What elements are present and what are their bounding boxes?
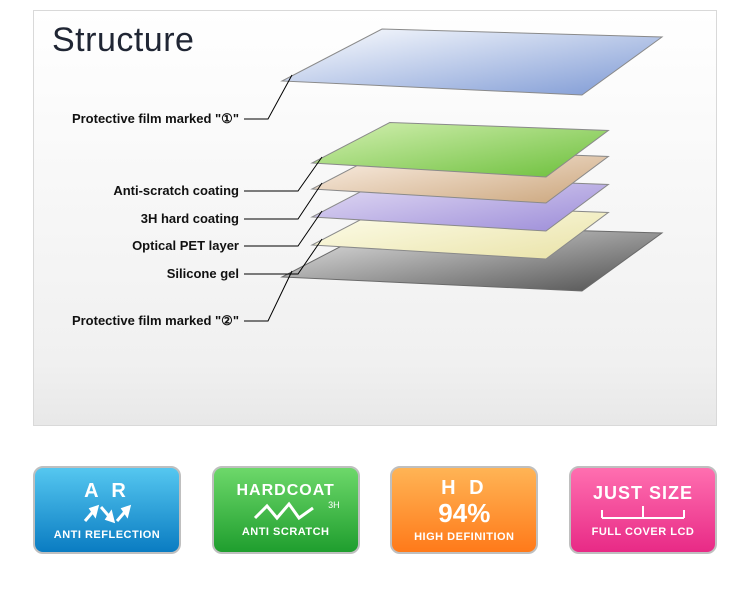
leader-line-2 [244, 183, 322, 219]
badge-anti-reflection-sub: ANTI REFLECTION [54, 529, 161, 541]
sparkle-arrows-icon [77, 503, 137, 527]
badge-hd-title: H D [441, 477, 487, 500]
layer-0 [282, 29, 662, 95]
crack-icon [251, 500, 321, 524]
leader-line-0 [244, 75, 292, 119]
structure-panel: Structure Protective film marked "①" Anti… [33, 10, 717, 426]
layer-1 [312, 122, 608, 177]
badge-anti-reflection-title: A R [84, 480, 130, 503]
badge-hd: H D94% HIGH DEFINITION [390, 466, 538, 554]
badge-hardcoat: HARDCOAT ANTI SCRATCH 3H [212, 466, 360, 554]
badge-just-size-title: JUST SIZE [593, 483, 693, 504]
layer-label-0: Protective film marked "①" [39, 111, 239, 127]
badge-just-size-sub: FULL COVER LCD [592, 526, 695, 538]
badge-anti-reflection: A R ANTI REFLECTION [33, 466, 181, 554]
badge-hd-pct: 94% [438, 498, 490, 529]
layer-2 [312, 148, 608, 203]
layer-label-1: Anti-scratch coating [39, 183, 239, 198]
leader-line-1 [244, 157, 322, 191]
layer-label-4: Silicone gel [39, 266, 239, 281]
panel-title: Structure [52, 21, 194, 60]
badge-hardcoat-sub: ANTI SCRATCH [242, 526, 330, 538]
ruler-icon [598, 504, 688, 524]
feature-badges-row: A R ANTI REFLECTION HARDCOAT ANTI SCRATCH… [33, 466, 717, 554]
layer-label-3: Optical PET layer [39, 238, 239, 253]
badge-just-size: JUST SIZE FULL COVER LCD [569, 466, 717, 554]
badge-hardcoat-title: HARDCOAT [236, 482, 334, 500]
layer-5 [282, 225, 662, 291]
leader-line-4 [244, 239, 322, 274]
leader-line-5 [244, 271, 292, 321]
layer-4 [312, 204, 608, 259]
badge-hd-sub: HIGH DEFINITION [414, 531, 514, 543]
badge-hardcoat-small: 3H [328, 500, 340, 510]
layer-label-5: Protective film marked "②" [39, 313, 239, 329]
layer-label-2: 3H hard coating [39, 211, 239, 226]
layer-3 [312, 176, 608, 231]
leader-line-3 [244, 211, 322, 246]
